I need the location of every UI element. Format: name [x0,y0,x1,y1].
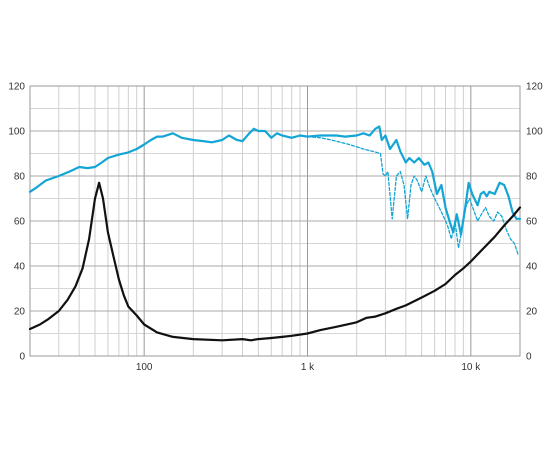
y-tick-label-left: 20 [14,307,26,318]
frequency-response-line [28,125,522,236]
off-axis-response-line [306,135,519,256]
y-tick-label-right: 60 [526,217,538,228]
y-tick-label-left: 120 [8,82,25,93]
tick-labels: 0 0 20 20 40 40 60 60 80 80 100 100 120 120 100 1 k 10 k [8,82,543,374]
y-tick-label-left: 80 [14,172,26,183]
x-tick-label: 100 [136,362,153,373]
series-layer [28,125,522,342]
y-tick-label-right: 80 [526,172,538,183]
x-tick-label: 1 k [301,362,315,373]
y-tick-label-right: 20 [526,307,538,318]
y-tick-label-left: 40 [14,262,26,273]
y-tick-label-left: 100 [8,127,25,138]
y-tick-label-right: 100 [526,127,543,138]
y-tick-label-left: 0 [19,352,25,363]
y-tick-label-left: 60 [14,217,26,228]
x-tick-label: 10 k [461,362,481,373]
plot-border [29,85,521,357]
y-tick-label-right: 120 [526,82,543,93]
y-tick-label-right: 0 [526,352,532,363]
y-tick-label-right: 40 [526,262,538,273]
impedance-curve-line [28,181,522,342]
